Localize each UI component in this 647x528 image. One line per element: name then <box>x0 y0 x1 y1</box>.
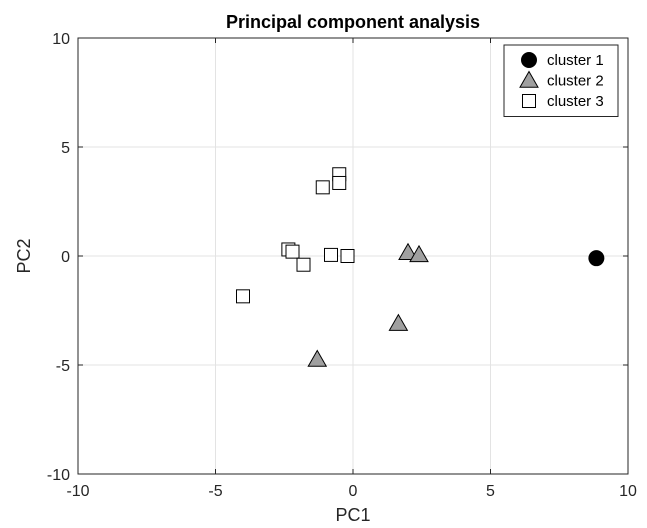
legend-marker <box>521 52 537 68</box>
data-point <box>409 244 429 263</box>
legend: cluster 1 cluster 2 cluster 3 <box>503 44 619 117</box>
data-point <box>340 249 355 263</box>
data-point <box>236 289 250 304</box>
legend-marker <box>519 70 539 88</box>
data-point <box>588 250 605 267</box>
data-point <box>315 180 330 195</box>
legend-label: cluster 1 <box>547 52 604 69</box>
data-point <box>285 244 300 259</box>
data-point <box>307 349 328 367</box>
data-point <box>388 313 409 331</box>
y-tick-label: 0 <box>61 249 70 266</box>
series-cluster-2 <box>307 242 429 367</box>
x-tick-label: 10 <box>619 483 637 500</box>
x-tick-label: 0 <box>349 483 358 500</box>
series-cluster-3 <box>236 167 355 304</box>
x-tick-label: 5 <box>486 483 495 500</box>
x-tick-label: -10 <box>66 483 89 500</box>
data-point <box>324 247 338 262</box>
y-tick-label: 5 <box>61 140 70 157</box>
series-cluster-1 <box>588 250 605 267</box>
legend-label: cluster 2 <box>547 73 604 90</box>
data-points <box>236 167 605 367</box>
data-point <box>398 242 418 260</box>
y-tick-label: 10 <box>52 31 70 48</box>
data-point <box>332 175 347 190</box>
data-point <box>296 257 311 272</box>
axis-ticks: -10 -5 0 5 10 -10 -5 0 5 10 <box>47 31 637 500</box>
chart-title: Principal component analysis <box>226 12 480 32</box>
y-axis-label: PC2 <box>14 238 34 273</box>
y-tick-label: -5 <box>56 358 70 375</box>
legend-marker <box>522 94 536 108</box>
x-axis-label: PC1 <box>335 505 370 525</box>
y-tick-label: -10 <box>47 467 70 484</box>
x-tick-label: -5 <box>208 483 222 500</box>
legend-label: cluster 3 <box>547 93 604 110</box>
